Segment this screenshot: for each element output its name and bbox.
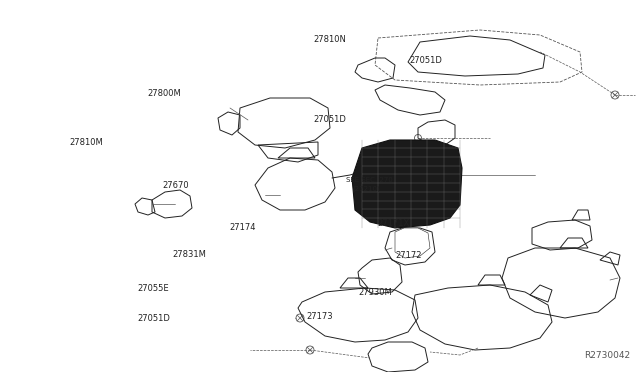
Text: 27051D: 27051D xyxy=(314,115,346,124)
Text: 27930M: 27930M xyxy=(358,288,392,297)
Text: (27210): (27210) xyxy=(352,185,380,192)
Text: 27172: 27172 xyxy=(396,251,422,260)
Text: R2730042: R2730042 xyxy=(584,351,630,360)
Text: 27051D: 27051D xyxy=(138,314,170,323)
Text: 27810M: 27810M xyxy=(69,138,103,147)
Text: 27051D: 27051D xyxy=(410,56,442,65)
Text: 27800M: 27800M xyxy=(147,89,181,98)
Text: 27174: 27174 xyxy=(229,223,255,232)
Text: 27670: 27670 xyxy=(162,181,189,190)
Text: SEE SEC. 270: SEE SEC. 270 xyxy=(346,177,392,183)
Text: 27173: 27173 xyxy=(306,312,333,321)
Text: 27171X: 27171X xyxy=(378,219,410,228)
Text: 27055E: 27055E xyxy=(138,284,169,293)
Polygon shape xyxy=(395,228,430,258)
Text: 27831M: 27831M xyxy=(173,250,207,259)
Polygon shape xyxy=(352,140,462,228)
Text: 27810N: 27810N xyxy=(314,35,346,44)
